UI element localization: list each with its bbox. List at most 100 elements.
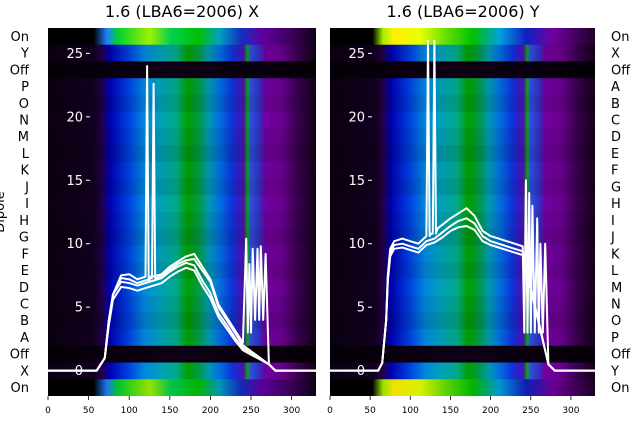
dipole-label: Off — [611, 348, 631, 363]
heatmap-row-shade — [48, 61, 316, 79]
y-tick-label: 5 — [357, 301, 365, 316]
x-tick-label: 250 — [522, 406, 539, 416]
x-tick-label: 300 — [562, 406, 579, 416]
heatmap-row-shade — [330, 345, 595, 364]
series-line — [48, 65, 316, 372]
dipole-label: On — [11, 30, 29, 45]
heatmap-row — [48, 178, 316, 196]
x-ticks-y: 0 50 100 150 200 250 300 — [327, 396, 580, 416]
x-tick-label: 250 — [242, 406, 259, 416]
heatmap-row — [330, 178, 595, 196]
heatmap-row-shade — [330, 262, 595, 280]
dipole-label: G — [19, 231, 29, 246]
dipole-label: H — [611, 197, 621, 212]
heatmap-row — [48, 379, 316, 396]
heatmap-row — [330, 44, 595, 63]
y-tick-label: 0 — [357, 364, 365, 379]
heatmap-row — [330, 312, 595, 330]
heatmap-row-shade — [330, 162, 595, 179]
chart-title-y: 1.6 (LBA6=2006) Y — [386, 2, 539, 21]
heatmap-row-shade — [330, 94, 595, 113]
heatmap-row-shade — [330, 329, 595, 346]
heatmap-row-shade — [330, 145, 595, 163]
x-tick-label: 200 — [202, 406, 219, 416]
x-tick-label: 50 — [83, 406, 95, 416]
x-tick-label: 200 — [482, 406, 499, 416]
y-ticks-x: 0 5 10 15 20 25 — [66, 47, 90, 379]
y-tick-label: 25 — [348, 47, 365, 62]
heatmap-row-shade — [330, 312, 595, 330]
heatmap-row-shade — [330, 61, 595, 79]
series-line — [330, 225, 595, 372]
y-tick-label: 5 — [75, 301, 83, 316]
y-tick-label: 10 — [348, 237, 365, 252]
marks-y — [330, 39, 595, 372]
heatmap-row — [330, 145, 595, 163]
dipole-label: Off — [10, 348, 30, 363]
dipole-label: F — [22, 247, 29, 262]
dipole-label: D — [19, 281, 29, 296]
heatmap-row-shade — [48, 162, 316, 179]
heatmap-row-shade — [48, 128, 316, 146]
heatmap-row — [48, 329, 316, 347]
dipole-label: P — [21, 80, 29, 95]
heatmap-row — [48, 212, 316, 230]
x-ticks-x: 0 50 100 150 200 250 300 — [45, 396, 300, 416]
heatmap-row — [48, 44, 316, 63]
heatmap-row — [48, 362, 316, 380]
dipole-label: Off — [10, 63, 30, 78]
dipole-label: N — [611, 298, 621, 313]
heatmap-row — [330, 94, 595, 113]
heatmap-row-shade — [48, 94, 316, 113]
dipole-label: A — [611, 80, 620, 95]
heatmap-y — [330, 28, 595, 396]
heatmap-row-shade — [48, 212, 316, 230]
dipole-label: G — [611, 180, 621, 195]
heatmap-row — [48, 28, 316, 46]
heatmap-row-shade — [48, 44, 316, 63]
y-tick-label: 20 — [66, 110, 83, 125]
heatmap-row — [330, 362, 595, 380]
heatmap-row — [48, 94, 316, 113]
heatmap-row-shade — [330, 379, 595, 396]
heatmap-row — [330, 111, 595, 129]
dipole-label: E — [21, 264, 29, 279]
dipole-label: K — [611, 247, 620, 262]
x-tick-label: 100 — [121, 406, 138, 416]
dipole-label: I — [611, 214, 615, 229]
heatmap-row-shade — [330, 245, 595, 262]
series-line — [48, 266, 316, 372]
dipole-label: O — [611, 314, 621, 329]
heatmap-row-shade — [330, 78, 595, 95]
dipole-label: M — [18, 130, 29, 145]
x-tick-label: 150 — [161, 406, 178, 416]
x-tick-label: 100 — [402, 406, 419, 416]
dipole-label: N — [19, 114, 29, 129]
heatmap-row — [330, 161, 595, 180]
heatmap-row — [48, 145, 316, 163]
y-tick-label: 15 — [66, 174, 83, 189]
dipole-label: C — [611, 114, 620, 129]
heatmap-x — [48, 28, 316, 396]
heatmap-row-shade — [48, 78, 316, 95]
y-ticks-y: 0 5 10 15 20 25 — [348, 47, 372, 379]
y-tick-label: 10 — [66, 237, 83, 252]
y-axis-label: Dipole — [0, 191, 8, 232]
heatmap-row — [48, 228, 316, 247]
heatmap-row-shade — [48, 245, 316, 262]
heatmap-row-shade — [48, 228, 316, 247]
heatmap-row — [48, 78, 316, 96]
dipole-label: E — [611, 147, 619, 162]
heatmap-row — [330, 329, 595, 347]
heatmap-row — [48, 61, 316, 79]
heatmap-row-shade — [48, 312, 316, 330]
heatmap-row-shade — [330, 44, 595, 63]
dipole-label: X — [611, 47, 620, 62]
heatmap-row — [330, 61, 595, 79]
heatmap-row-shade — [48, 345, 316, 364]
chart-title-x: 1.6 (LBA6=2006) X — [105, 2, 259, 21]
dipole-label: B — [20, 314, 29, 329]
heatmap-row — [48, 128, 316, 146]
